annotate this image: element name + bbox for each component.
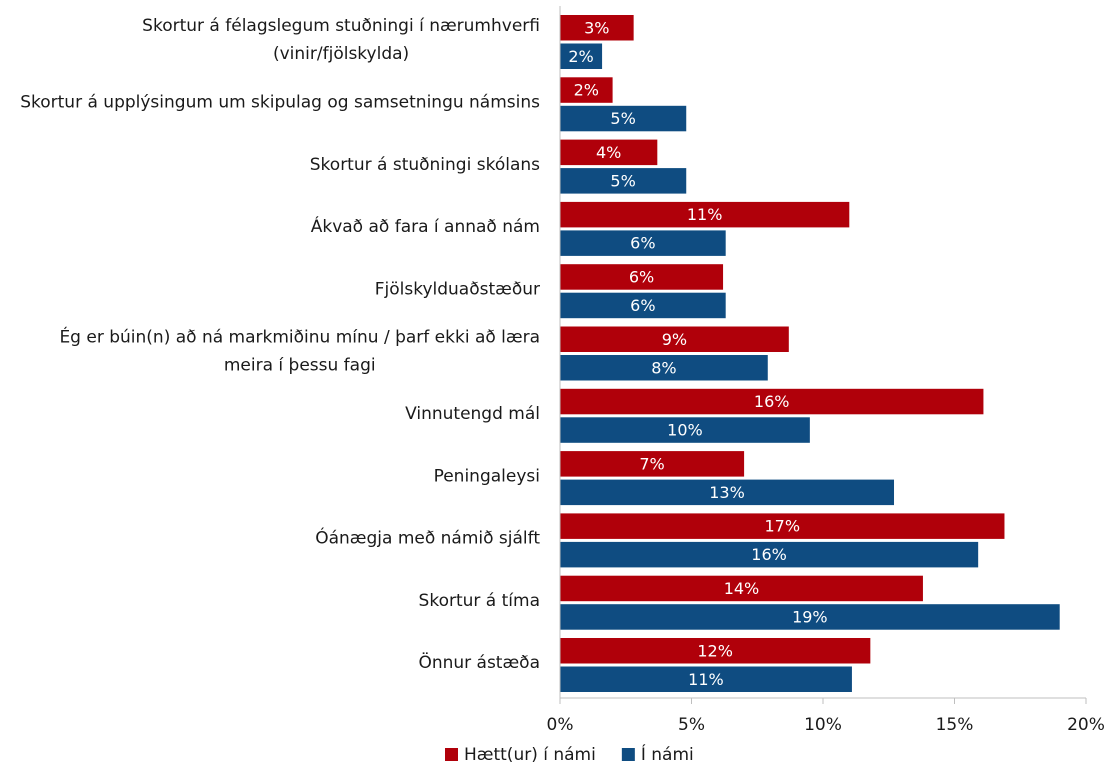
x-tick-label: 15% [936,715,974,735]
data-label: 16% [751,545,787,564]
category-label: Skortur á félagslegum stuðningi í nærumh… [142,16,540,36]
data-label: 14% [724,579,760,598]
legend-swatch [445,748,458,761]
x-tick-label: 20% [1067,715,1105,735]
bar-i-nami [560,168,687,194]
bar-i-nami [560,417,810,443]
category-label: Önnur ástæða [418,651,540,673]
bar-haett [560,513,1005,539]
category-label: Ég er búin(n) að ná markmiðinu mínu / þa… [59,326,540,348]
data-label: 12% [697,641,733,660]
data-label: 7% [639,454,664,473]
category-label: (vinir/fjölskylda) [273,44,409,64]
bar-haett [560,15,634,41]
data-label: 6% [629,267,654,286]
data-label: 11% [687,205,723,224]
bar-haett [560,388,984,415]
bar-haett [560,77,613,103]
category-label: Skortur á tíma [419,591,540,611]
category-label: Vinnutengd mál [405,404,540,424]
data-label: 5% [610,171,635,190]
bar-haett [560,139,658,166]
data-label: 6% [630,234,655,253]
category-label: Óánægja með námið sjálft [315,527,540,549]
data-label: 3% [584,18,609,37]
bar-i-nami [560,292,726,319]
bar-i-nami [560,105,687,132]
data-label: 10% [667,421,703,440]
bar-i-nami [560,355,768,381]
bar-i-nami [560,666,852,692]
category-label: meira í þessu fagi [224,356,376,376]
data-label: 8% [651,358,676,377]
legend-swatch [621,748,635,761]
data-label: 5% [610,109,635,128]
category-label: Fjölskylduaðstæður [375,279,540,299]
legend-label: Í námi [641,743,694,765]
data-label: 16% [754,392,790,411]
data-label: 13% [709,483,745,502]
data-label: 19% [792,607,828,626]
legend-label: Hætt(ur) í námi [464,745,596,765]
bar-haett [560,638,871,664]
category-label: Ákvað að fara í annað nám [311,215,540,237]
data-label: 11% [688,670,724,689]
bar-i-nami [560,604,1060,630]
category-label: Peningaleysi [434,466,540,486]
data-label: 4% [596,143,621,162]
bar-haett [560,326,789,352]
x-tick-label: 0% [547,715,574,735]
bar-haett [560,264,724,290]
bar-haett [560,575,923,602]
data-label: 2% [568,47,593,66]
data-label: 9% [662,330,687,349]
category-label: Skortur á upplýsingum um skipulag og sam… [20,92,540,112]
category-label: Skortur á stuðningi skólans [310,155,540,175]
data-label: 17% [764,517,800,536]
bar-i-nami [560,43,603,69]
bar-haett [560,451,745,477]
bar-i-nami [560,541,979,568]
bar-i-nami [560,230,726,256]
x-tick-label: 10% [804,715,842,735]
bar-haett [560,201,850,228]
x-tick-label: 5% [678,715,705,735]
data-label: 2% [574,81,599,100]
bar-i-nami [560,479,895,506]
data-label: 6% [630,296,655,315]
